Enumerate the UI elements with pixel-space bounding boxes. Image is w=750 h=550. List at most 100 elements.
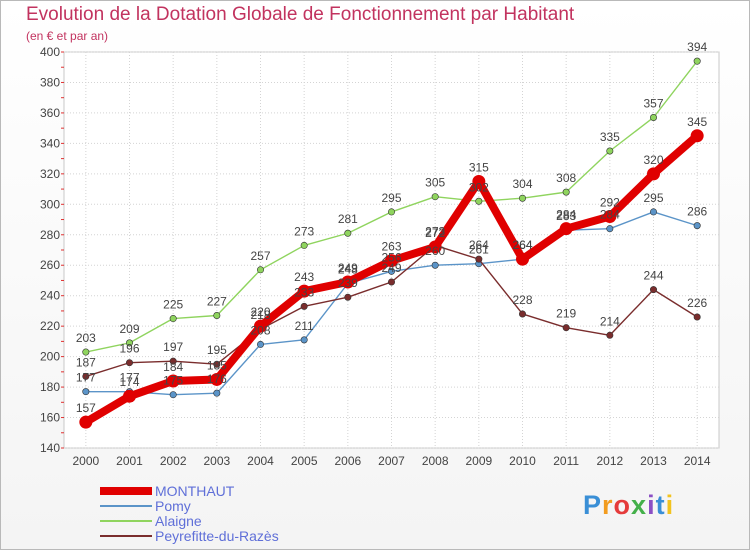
y-tick-label: 160 bbox=[40, 411, 60, 425]
data-point bbox=[690, 129, 704, 143]
data-label: 283 bbox=[556, 209, 576, 223]
data-label: 304 bbox=[512, 177, 532, 191]
x-tick-label: 2008 bbox=[422, 454, 449, 468]
data-point bbox=[518, 194, 526, 202]
data-point bbox=[387, 278, 395, 286]
data-point bbox=[123, 389, 136, 403]
x-tick-label: 2000 bbox=[72, 454, 99, 468]
data-label: 239 bbox=[338, 276, 358, 290]
data-point bbox=[518, 310, 526, 318]
data-point bbox=[562, 188, 570, 196]
data-point bbox=[169, 391, 177, 399]
data-point bbox=[693, 57, 701, 65]
data-point bbox=[82, 348, 90, 356]
logo-letter: t bbox=[655, 490, 666, 520]
logo-letter: r bbox=[602, 490, 614, 520]
y-tick-label: 240 bbox=[40, 289, 60, 303]
data-point bbox=[341, 275, 355, 289]
logo-letter: i bbox=[647, 490, 656, 520]
data-label: 295 bbox=[643, 191, 663, 205]
data-label: 292 bbox=[600, 195, 620, 209]
data-label: 220 bbox=[250, 305, 270, 319]
data-label: 286 bbox=[687, 205, 707, 219]
data-label: 273 bbox=[425, 224, 445, 238]
data-point bbox=[213, 360, 221, 368]
data-point bbox=[647, 167, 660, 181]
data-point bbox=[254, 319, 267, 333]
data-label: 295 bbox=[381, 191, 401, 205]
data-label: 256 bbox=[381, 250, 401, 264]
legend-label-alaigne: Alaigne bbox=[155, 513, 202, 529]
data-label: 335 bbox=[600, 130, 620, 144]
data-label: 273 bbox=[294, 224, 314, 238]
data-label: 175 bbox=[163, 374, 183, 388]
data-label: 345 bbox=[687, 115, 707, 129]
x-tick-label: 2012 bbox=[596, 454, 623, 468]
data-label: 214 bbox=[600, 314, 620, 328]
x-tick-label: 2014 bbox=[684, 454, 711, 468]
data-label: 177 bbox=[119, 371, 139, 385]
data-point bbox=[169, 357, 177, 365]
x-tick-label: 2005 bbox=[291, 454, 318, 468]
data-point bbox=[562, 324, 570, 332]
data-label: 302 bbox=[469, 180, 489, 194]
y-tick-label: 280 bbox=[40, 228, 60, 242]
data-point bbox=[559, 222, 573, 236]
y-tick-label: 380 bbox=[40, 75, 60, 89]
data-label: 264 bbox=[512, 238, 532, 252]
data-point bbox=[82, 388, 90, 396]
data-point bbox=[649, 113, 657, 121]
data-label: 228 bbox=[512, 293, 532, 307]
data-point bbox=[256, 340, 264, 348]
data-label: 308 bbox=[556, 171, 576, 185]
x-tick-label: 2009 bbox=[465, 454, 492, 468]
x-tick-label: 2013 bbox=[640, 454, 667, 468]
y-tick-label: 300 bbox=[40, 197, 60, 211]
data-point bbox=[387, 208, 395, 216]
data-point bbox=[516, 252, 529, 266]
data-label: 174 bbox=[119, 375, 139, 389]
logo-letter: P bbox=[583, 490, 603, 520]
data-point bbox=[344, 229, 352, 237]
data-point bbox=[126, 339, 134, 347]
data-point bbox=[169, 315, 177, 323]
x-tick-label: 2007 bbox=[378, 454, 405, 468]
logo-letter: i bbox=[665, 490, 675, 520]
legend-label-pomy: Pomy bbox=[155, 498, 191, 514]
data-label: 177 bbox=[76, 371, 96, 385]
data-label: 244 bbox=[643, 269, 663, 283]
data-label: 394 bbox=[687, 40, 707, 54]
data-label: 284 bbox=[556, 208, 576, 222]
data-label: 176 bbox=[207, 372, 227, 386]
data-point bbox=[428, 240, 442, 254]
data-label: 226 bbox=[687, 296, 707, 310]
data-point bbox=[603, 209, 617, 223]
data-label: 227 bbox=[207, 294, 227, 308]
legend-label-montaut: MONTHAUT bbox=[155, 483, 235, 499]
data-point bbox=[79, 415, 93, 429]
data-point bbox=[300, 302, 308, 310]
data-point bbox=[387, 267, 395, 275]
data-label: 284 bbox=[600, 208, 620, 222]
x-tick-label: 2003 bbox=[203, 454, 230, 468]
y-tick-label: 180 bbox=[40, 380, 60, 394]
data-point bbox=[472, 174, 486, 188]
x-tick-label: 2011 bbox=[553, 454, 579, 468]
data-label: 225 bbox=[163, 298, 183, 312]
data-label: 196 bbox=[119, 342, 139, 356]
x-tick-label: 2001 bbox=[116, 454, 143, 468]
data-label: 185 bbox=[207, 358, 227, 372]
chart-subtitle: (en € et par an) bbox=[26, 29, 109, 43]
data-point bbox=[82, 372, 90, 380]
y-tick-label: 320 bbox=[40, 167, 60, 181]
data-label: 249 bbox=[381, 261, 401, 275]
data-point bbox=[213, 311, 221, 319]
legend-swatch-montaut bbox=[100, 487, 152, 495]
data-point bbox=[213, 389, 221, 397]
legend-swatch-alaigne bbox=[100, 520, 152, 522]
data-label: 315 bbox=[469, 160, 489, 174]
data-label: 243 bbox=[294, 270, 314, 284]
data-point bbox=[385, 254, 398, 268]
data-label: 263 bbox=[381, 240, 401, 254]
